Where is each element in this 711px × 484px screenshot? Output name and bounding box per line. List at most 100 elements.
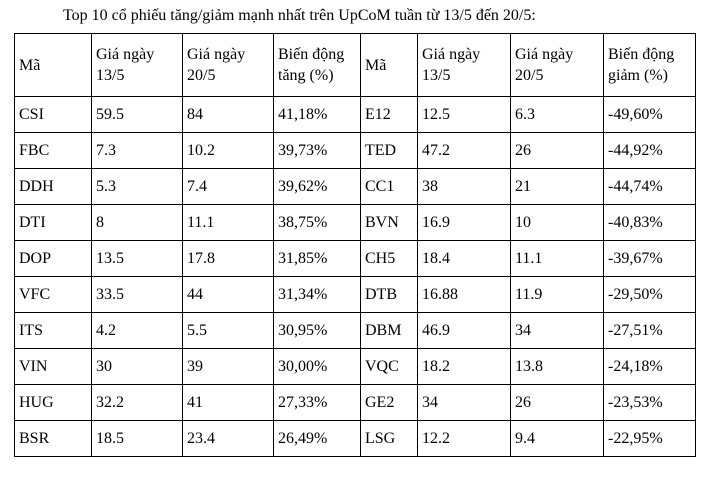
value-cell: 17.8	[182, 240, 274, 277]
page-title: Top 10 cổ phiếu tăng/giảm mạnh nhất trên…	[63, 7, 536, 24]
value-cell: 13.5	[91, 240, 183, 277]
value-cell: 18.2	[417, 348, 511, 385]
table-row: VFC 33.5 44 31,34% DTB 16.88 11.9 -29,50%	[14, 276, 696, 313]
table-row: DDH 5.3 7.4 39,62% CC1 38 21 -44,74%	[14, 168, 696, 205]
value-cell: 26,49%	[273, 420, 361, 457]
value-cell: -49,60%	[603, 96, 696, 133]
column-header-7: Biến động giảm (%)	[603, 33, 696, 97]
value-cell: 11.1	[182, 204, 274, 241]
value-cell: 18.4	[417, 240, 511, 277]
stock-table: Mã Giá ngày 13/5 Giá ngày 20/5 Biến động tă…	[14, 33, 696, 457]
value-cell: 39,62%	[273, 168, 361, 205]
value-cell: 11.1	[510, 240, 604, 277]
value-cell: 32.2	[91, 384, 183, 421]
value-cell: 18.5	[91, 420, 183, 457]
value-cell: 38,75%	[273, 204, 361, 241]
value-cell: -23,53%	[603, 384, 696, 421]
document-page: Top 10 cổ phiếu tăng/giảm mạnh nhất trên…	[0, 6, 711, 457]
value-cell: 41,18%	[273, 96, 361, 133]
value-cell: 31,34%	[273, 276, 361, 313]
stock-code-cell: DTI	[14, 204, 92, 241]
value-cell: -27,51%	[603, 312, 696, 349]
table-row: VIN 30 39 30,00% VQC 18.2 13.8 -24,18%	[14, 348, 696, 385]
value-cell: 30,00%	[273, 348, 361, 385]
value-cell: 12.5	[417, 96, 511, 133]
value-cell: 34	[417, 384, 511, 421]
value-cell: 16.9	[417, 204, 511, 241]
value-cell: 84	[182, 96, 274, 133]
value-cell: 39	[182, 348, 274, 385]
table-row: DOP 13.5 17.8 31,85% CH5 18.4 11.1 -39,67%	[14, 240, 696, 277]
table-header: Mã Giá ngày 13/5 Giá ngày 20/5 Biến động tă…	[14, 33, 696, 97]
value-cell: 27,33%	[273, 384, 361, 421]
column-header-2: Giá ngày 20/5	[182, 33, 274, 97]
value-cell: 33.5	[91, 276, 183, 313]
value-cell: 12.2	[417, 420, 511, 457]
stock-code-cell: VQC	[360, 348, 418, 385]
value-cell: 16.88	[417, 276, 511, 313]
stock-code-cell: FBC	[14, 132, 92, 169]
table-row: ITS 4.2 5.5 30,95% DBM 46.9 34 -27,51%	[14, 312, 696, 349]
value-cell: 26	[510, 132, 604, 169]
value-cell: 21	[510, 168, 604, 205]
column-header-0: Mã	[14, 33, 92, 97]
value-cell: -44,92%	[603, 132, 696, 169]
stock-code-cell: CH5	[360, 240, 418, 277]
value-cell: 5.5	[182, 312, 274, 349]
value-cell: 59.5	[91, 96, 183, 133]
value-cell: 39,73%	[273, 132, 361, 169]
stock-code-cell: BVN	[360, 204, 418, 241]
value-cell: 30,95%	[273, 312, 361, 349]
stock-code-cell: E12	[360, 96, 418, 133]
value-cell: -44,74%	[603, 168, 696, 205]
stock-code-cell: TED	[360, 132, 418, 169]
column-header-1: Giá ngày 13/5	[91, 33, 183, 97]
stock-code-cell: DTB	[360, 276, 418, 313]
stock-code-cell: DBM	[360, 312, 418, 349]
value-cell: 44	[182, 276, 274, 313]
column-header-6: Giá ngày 20/5	[510, 33, 604, 97]
value-cell: -22,95%	[603, 420, 696, 457]
value-cell: 7.4	[182, 168, 274, 205]
table-row: BSR 18.5 23.4 26,49% LSG 12.2 9.4 -22,95%	[14, 420, 696, 457]
stock-code-cell: HUG	[14, 384, 92, 421]
value-cell: 13.8	[510, 348, 604, 385]
value-cell: -40,83%	[603, 204, 696, 241]
value-cell: -39,67%	[603, 240, 696, 277]
value-cell: 7.3	[91, 132, 183, 169]
table-row: CSI 59.5 84 41,18% E12 12.5 6.3 -49,60%	[14, 96, 696, 133]
stock-code-cell: VIN	[14, 348, 92, 385]
stock-code-cell: CC1	[360, 168, 418, 205]
value-cell: 30	[91, 348, 183, 385]
value-cell: 6.3	[510, 96, 604, 133]
value-cell: 10.2	[182, 132, 274, 169]
value-cell: 9.4	[510, 420, 604, 457]
stock-code-cell: VFC	[14, 276, 92, 313]
value-cell: 46.9	[417, 312, 511, 349]
column-header-5: Giá ngày 13/5	[417, 33, 511, 97]
value-cell: 34	[510, 312, 604, 349]
value-cell: 26	[510, 384, 604, 421]
value-cell: 4.2	[91, 312, 183, 349]
value-cell: 47.2	[417, 132, 511, 169]
stock-code-cell: DOP	[14, 240, 92, 277]
value-cell: -29,50%	[603, 276, 696, 313]
stock-code-cell: BSR	[14, 420, 92, 457]
table-body: CSI 59.5 84 41,18% E12 12.5 6.3 -49,60% FBC 7.3 10…	[14, 96, 696, 457]
column-header-3: Biến động tăng (%)	[273, 33, 361, 97]
stock-code-cell: LSG	[360, 420, 418, 457]
table-row: HUG 32.2 41 27,33% GE2 34 26 -23,53%	[14, 384, 696, 421]
stock-code-cell: GE2	[360, 384, 418, 421]
header-row: Mã Giá ngày 13/5 Giá ngày 20/5 Biến động tă…	[14, 33, 696, 97]
value-cell: 38	[417, 168, 511, 205]
value-cell: 11.9	[510, 276, 604, 313]
stock-code-cell: DDH	[14, 168, 92, 205]
value-cell: 10	[510, 204, 604, 241]
value-cell: 31,85%	[273, 240, 361, 277]
table-row: DTI 8 11.1 38,75% BVN 16.9 10 -40,83%	[14, 204, 696, 241]
value-cell: 23.4	[182, 420, 274, 457]
stock-code-cell: CSI	[14, 96, 92, 133]
value-cell: 5.3	[91, 168, 183, 205]
value-cell: -24,18%	[603, 348, 696, 385]
value-cell: 8	[91, 204, 183, 241]
